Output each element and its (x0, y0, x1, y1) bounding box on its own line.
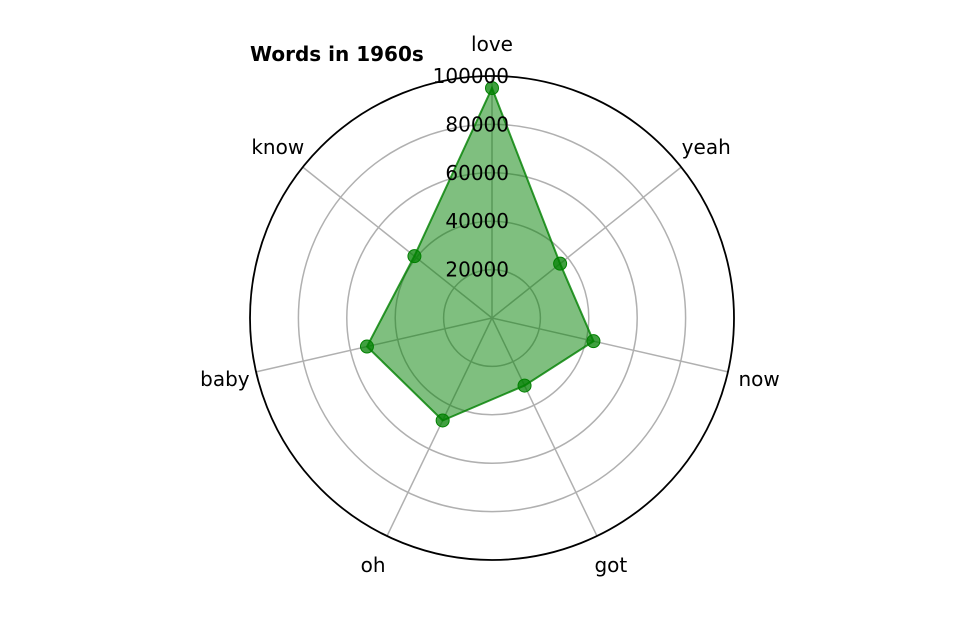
point-oh (435, 413, 450, 428)
r-tick-label: 80000 (445, 112, 509, 136)
polar-frame (249, 75, 735, 561)
series-points (359, 81, 601, 428)
series-area (365, 85, 595, 422)
point-got (517, 378, 532, 393)
category-label-yeah: yeah (682, 135, 731, 159)
point-now (586, 334, 601, 349)
category-label-got: got (594, 553, 627, 577)
r-tick-label: 100000 (433, 64, 509, 88)
r-tick-label: 60000 (445, 161, 509, 185)
point-know (407, 249, 422, 264)
r-tick-label: 20000 (445, 258, 509, 282)
point-baby (359, 339, 374, 354)
category-label-oh: oh (361, 553, 386, 577)
radial-tick-labels: 20000 40000 60000 80000 100000 (433, 64, 509, 282)
category-labels: love yeah now got oh baby know (200, 32, 780, 577)
chart-title: Words in 1960s (250, 42, 424, 66)
r-tick-label: 40000 (445, 209, 509, 233)
category-label-love: love (471, 32, 513, 56)
point-love (485, 81, 499, 96)
category-label-now: now (738, 367, 779, 391)
point-yeah (553, 256, 568, 271)
category-label-baby: baby (200, 367, 250, 391)
category-label-know: know (251, 135, 304, 159)
